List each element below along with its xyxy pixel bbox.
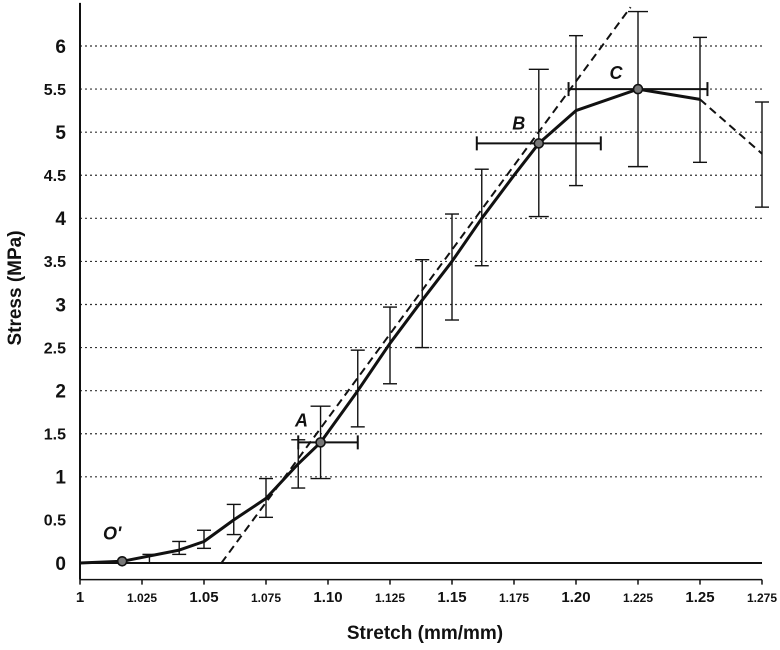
y-tick-label-5: 2.5 [44,340,66,357]
x-tick-label-3: 1.075 [251,591,281,605]
series-line-0 [79,87,701,565]
axes [79,2,762,581]
series-line-2 [220,6,632,564]
x-tick-label-9: 1.225 [623,591,653,605]
y-tick-label-2: 1 [55,468,66,489]
y-tick-label-4: 2 [55,382,66,403]
y-tick-label-1: 0.5 [44,513,66,530]
point-label-0: O' [103,523,122,543]
x-tick-label-6: 1.15 [437,589,466,606]
x-tick-labels: 1 1.025 1.05 1.075 1.10 1.125 1.15 1.175 1.20 1.2… [76,579,777,606]
series-lines [79,6,763,565]
labeled-points: O' A B C [103,63,644,567]
x-axis-title: Stretch (mm/mm) [347,623,503,644]
point-marker-1 [315,437,326,448]
x-tick-label-2: 1.05 [189,589,218,606]
y-axis-title: Stress (MPa) [5,230,26,345]
x-tick-label-10: 1.25 [685,589,714,606]
x-tick-label-1: 1.025 [127,591,157,605]
point-marker-3 [632,83,644,95]
point-label-1: A [294,410,308,430]
y-tick-label-12: 6 [55,37,66,58]
y-tick-label-0: 0 [55,554,66,575]
y-tick-label-3: 1.5 [44,427,66,444]
y-tick-label-11: 5.5 [44,82,66,99]
x-tick-label-5: 1.125 [375,591,405,605]
y-tick-label-10: 5 [55,123,66,144]
y-tick-label-8: 4 [55,209,66,230]
point-marker-0 [116,555,128,567]
x-tick-label-0: 1 [76,589,84,606]
y-tick-labels: 0 0.5 1 1.5 2 2.5 3 3.5 4 4.5 5 5.5 6 [44,37,67,575]
x-tick-label-11: 1.275 [747,591,777,605]
x-tick-label-4: 1.10 [313,589,342,606]
series-line-1 [699,98,763,155]
x-tick-label-7: 1.175 [499,591,529,605]
point-marker-2 [533,138,545,149]
grid-lines [80,45,762,564]
error-bars [142,10,769,564]
y-tick-label-6: 3 [55,295,66,316]
point-label-2: B [512,113,525,133]
y-tick-label-9: 4.5 [44,168,66,185]
x-tick-label-8: 1.20 [561,589,590,606]
point-label-3: C [610,63,624,83]
y-tick-label-7: 3.5 [44,254,66,271]
